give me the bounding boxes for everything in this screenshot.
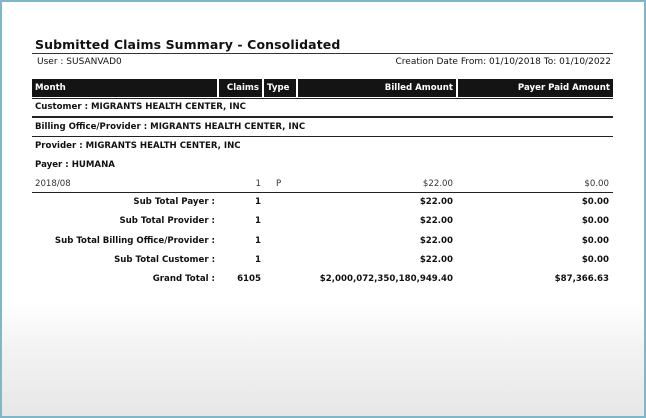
grand-total-payer-paid-amount: $87,366.63 — [554, 274, 609, 284]
column-header-payer-paid-amount: Payer Paid Amount — [458, 79, 613, 97]
subtotal-claims: 1 — [255, 255, 261, 265]
detail-claims: 1 — [255, 179, 261, 189]
subtotal-billed-amount: $22.00 — [419, 255, 453, 265]
subtotal-billed-amount: $22.00 — [419, 236, 453, 246]
subtotal-billed-amount: $22.00 — [419, 216, 453, 226]
subtotal-payer-paid-amount: $0.00 — [581, 216, 609, 226]
title-divider — [32, 53, 613, 54]
row-divider — [32, 192, 613, 193]
subtotal-payer-paid-amount: $0.00 — [581, 236, 609, 246]
column-header-type: Type — [264, 79, 296, 97]
billing-office-group-label: Billing Office/Provider : MIGRANTS HEALT… — [35, 122, 306, 132]
row-divider — [32, 98, 613, 99]
subtotal-billed-amount: $22.00 — [419, 197, 453, 207]
subtotal-claims: 1 — [255, 236, 261, 246]
row-divider — [32, 116, 613, 118]
table-header: Month Claims Type Billed Amount Payer Pa… — [32, 79, 613, 97]
grand-total-label: Grand Total : — [152, 274, 215, 284]
subtotal-label: Sub Total Customer : — [114, 255, 215, 265]
creation-date-range: Creation Date From: 01/10/2018 To: 01/10… — [395, 57, 611, 67]
detail-type: P — [276, 179, 282, 189]
subtotal-payer-paid-amount: $0.00 — [581, 197, 609, 207]
column-header-claims: Claims — [219, 79, 262, 97]
subtotal-payer-paid-amount: $0.00 — [581, 255, 609, 265]
customer-group-label: Customer : MIGRANTS HEALTH CENTER, INC — [35, 102, 246, 112]
column-header-month: Month — [32, 79, 217, 97]
grand-total-claims: 6105 — [237, 274, 261, 284]
subtotal-label: Sub Total Payer : — [133, 197, 215, 207]
payer-group-label: Payer : HUMANA — [35, 160, 115, 170]
subtotal-label: Sub Total Billing Office/Provider : — [54, 236, 215, 246]
detail-month: 2018/08 — [35, 179, 71, 189]
provider-group-label: Provider : MIGRANTS HEALTH CENTER, INC — [35, 141, 241, 151]
detail-billed-amount: $22.00 — [422, 179, 453, 189]
column-header-billed-amount: Billed Amount — [298, 79, 456, 97]
subtotal-label: Sub Total Provider : — [119, 216, 215, 226]
report-title: Submitted Claims Summary - Consolidated — [35, 37, 341, 52]
row-divider — [32, 136, 613, 137]
subtotal-claims: 1 — [255, 197, 261, 207]
subtotal-claims: 1 — [255, 216, 261, 226]
report-user: User : SUSANVAD0 — [37, 57, 122, 67]
grand-total-billed-amount: $2,000,072,350,180,949.40 — [319, 274, 453, 284]
detail-payer-paid-amount: $0.00 — [584, 179, 609, 189]
